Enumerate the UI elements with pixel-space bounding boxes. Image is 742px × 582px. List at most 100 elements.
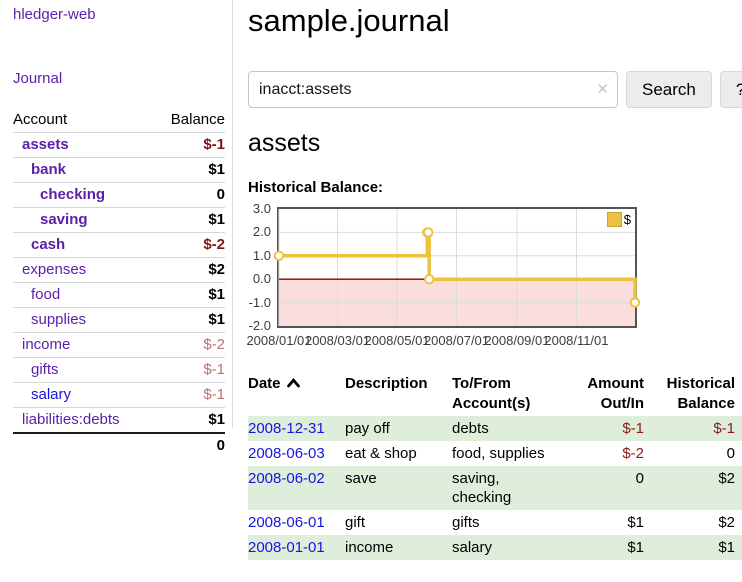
x-tick-label: 2008/01/01 [246,333,312,348]
account-balance: $1 [153,307,225,333]
sidebar: hledger-web Journal Account Balance asse… [0,0,232,458]
date-cell: 2008-06-01 [248,510,345,535]
date-cell: 2008-06-03 [248,441,345,466]
register-row[interactable]: 2008-12-31 pay off debts $-1 $-1 [248,416,742,441]
transaction-date-link[interactable]: 2008-01-01 [248,539,325,556]
plot-area: $ [273,207,641,328]
date-column-header[interactable]: Date [248,372,345,416]
account-link[interactable]: bank [31,161,67,178]
balance-column-header: Balance [170,111,225,128]
register-row[interactable]: 2008-06-02 save saving, checking 0 $2 [248,466,742,510]
transaction-date-link[interactable]: 2008-06-02 [248,470,325,487]
historical-balance-chart: 3.0 2.0 1.0 0.0 -1.0 -2.0 $ 2008/01/01 2008/03… [246,201,641,349]
date-cell: 2008-06-02 [248,466,345,510]
transaction-date-link[interactable]: 2008-06-01 [248,514,325,531]
account-row: gifts $-1 [13,357,225,383]
description-cell: eat & shop [345,445,417,462]
accounts-cell: saving, checking [452,470,512,506]
data-point-marker [273,250,285,261]
account-balance: $1 [153,282,225,308]
account-link[interactable]: income [22,336,71,353]
search-input[interactable] [248,71,618,108]
balance-cell: $-1 [713,420,735,437]
total-balance: 0 [153,432,225,458]
account-balance: $1 [153,157,225,183]
accounts-cell: salary [452,539,493,556]
x-tick-label: 2008/03/01 [304,333,371,348]
register-row[interactable]: 2008-06-01 gift gifts $1 $2 [248,510,742,535]
register-row[interactable]: 2008-01-01 income salary $1 $1 [248,535,742,560]
balance-cell: $2 [718,514,735,531]
total-row: 0 [13,432,225,458]
clear-search-icon[interactable]: ✕ [596,81,609,98]
account-balance: $2 [153,257,225,283]
account-link[interactable]: liabilities:debts [22,411,120,428]
date-cell: 2008-12-31 [248,416,345,441]
account-row: liabilities:debts $1 [13,407,225,433]
data-point-marker [629,297,641,308]
account-row: checking 0 [13,182,225,208]
account-link[interactable]: cash [31,236,66,253]
account-link[interactable]: food [31,286,61,303]
y-tick-label: -1.0 [248,294,271,310]
y-tick-label: -2.0 [248,318,271,333]
description-cell: income [345,539,394,556]
search-button[interactable]: Search [626,71,712,108]
chevron-up-icon [286,374,300,394]
account-balance: 0 [153,182,225,208]
account-link[interactable]: assets [22,136,69,153]
data-point-marker [423,227,434,238]
chart-title: Historical Balance: [248,179,384,196]
amount-column-header: Amount Out/In [587,375,644,412]
account-column-header: Account [13,111,68,128]
search-input-wrap: ✕ [248,71,618,108]
register-heading: assets [248,129,321,157]
series-swatch-icon [606,212,622,227]
register-row[interactable]: 2008-06-03 eat & shop food, supplies $-2 0 [248,441,742,466]
account-balance: $-2 [153,332,225,358]
chart-legend: $ [606,212,631,227]
y-tick-label: 2.0 [252,224,271,240]
balance-cell: $1 [718,539,735,556]
transaction-date-link[interactable]: 2008-12-31 [248,420,325,437]
x-tick-label: 2008/07/01 [423,333,490,348]
account-row: cash $-2 [13,232,225,258]
accounts-cell: gifts [452,514,480,531]
account-link[interactable]: gifts [31,361,59,378]
amount-cell: $1 [627,514,644,531]
account-balance: $-1 [153,132,225,158]
search-bar: ✕ Search ? [248,71,742,108]
sidebar-item-journal[interactable]: Journal [13,70,63,87]
help-button[interactable]: ? [719,71,742,108]
account-row: assets $-1 [13,132,225,158]
account-link[interactable]: salary [31,386,72,403]
transaction-date-link[interactable]: 2008-06-03 [248,445,325,462]
account-link[interactable]: expenses [22,261,87,278]
description-cell: pay off [345,420,390,437]
brand-link[interactable]: hledger-web [13,6,96,23]
balance-cell: $2 [718,470,735,487]
y-tick-label: 0.0 [252,271,271,287]
account-row: expenses $2 [13,257,225,283]
account-link[interactable]: checking [40,186,106,203]
account-balance: $-2 [153,232,225,258]
page-title: sample.journal [248,3,450,38]
description-cell: gift [345,514,366,531]
main-content: sample.journal ✕ Search ? assets Histori… [246,0,742,560]
sidebar-divider [232,0,233,428]
amount-cell: $-1 [622,420,644,437]
data-point-marker [424,274,435,285]
x-tick-label: 2008/05/01 [364,333,430,348]
y-tick-label: 1.0 [252,247,271,263]
date-column-label: Date [248,375,281,392]
accounts-header-row: Account Balance [13,108,225,133]
register-table: Date Description To/From Account(s) Amoun… [248,372,742,560]
account-link[interactable]: saving [40,211,88,228]
register-header-row: Date Description To/From Account(s) Amoun… [248,372,742,416]
account-balance: $1 [153,207,225,233]
x-tick-label: 2008/11/01 [544,333,609,348]
amount-cell: $-2 [622,445,644,462]
account-link[interactable]: supplies [31,311,87,328]
account-row: saving $1 [13,207,225,233]
